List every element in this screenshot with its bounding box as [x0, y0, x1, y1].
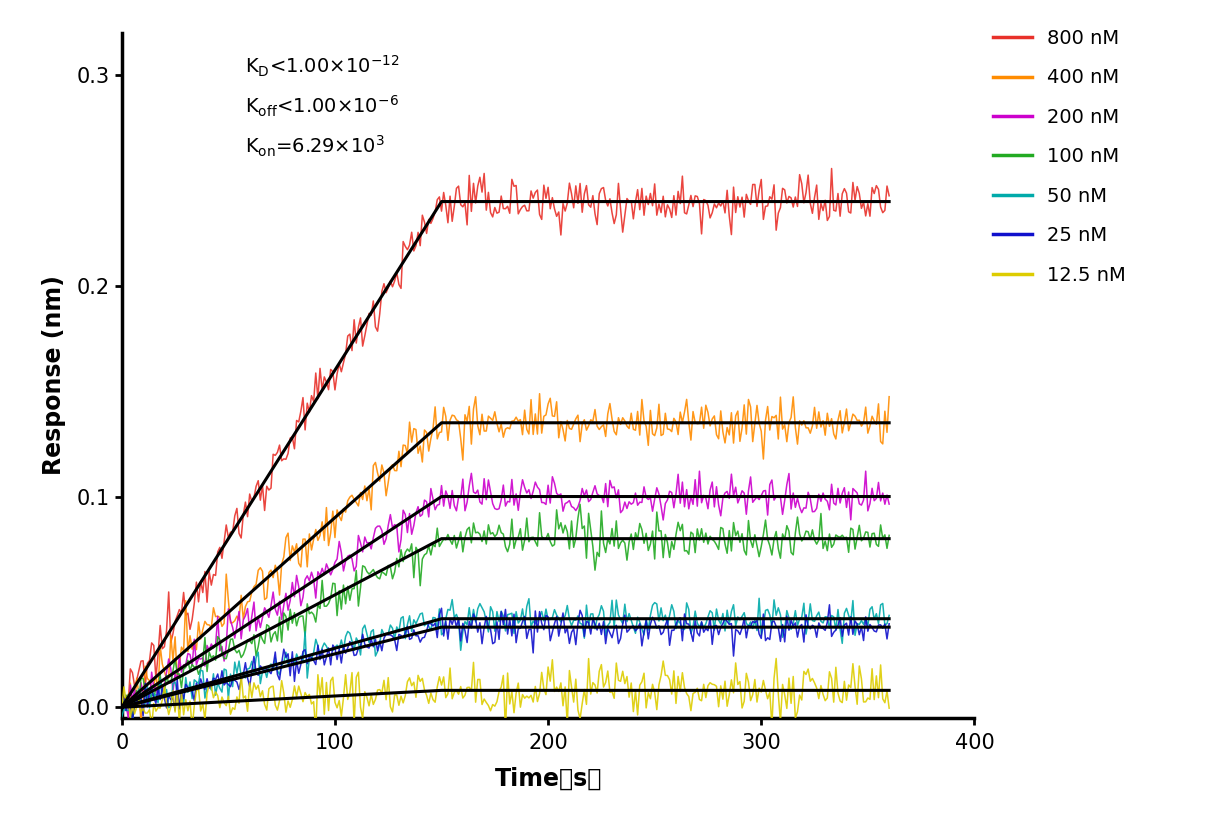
X-axis label: Time（s）: Time（s）: [495, 767, 602, 791]
Text: K$_{\rm D}$<1.00×10$^{-12}$
K$_{\rm off}$<1.00×10$^{-6}$
K$_{\rm on}$=6.29×10$^{: K$_{\rm D}$<1.00×10$^{-12}$ K$_{\rm off}…: [246, 54, 400, 158]
Legend: 800 nM, 400 nM, 200 nM, 100 nM, 50 nM, 25 nM, 12.5 nM: 800 nM, 400 nM, 200 nM, 100 nM, 50 nM, 2…: [993, 29, 1125, 285]
Y-axis label: Response (nm): Response (nm): [41, 276, 66, 475]
